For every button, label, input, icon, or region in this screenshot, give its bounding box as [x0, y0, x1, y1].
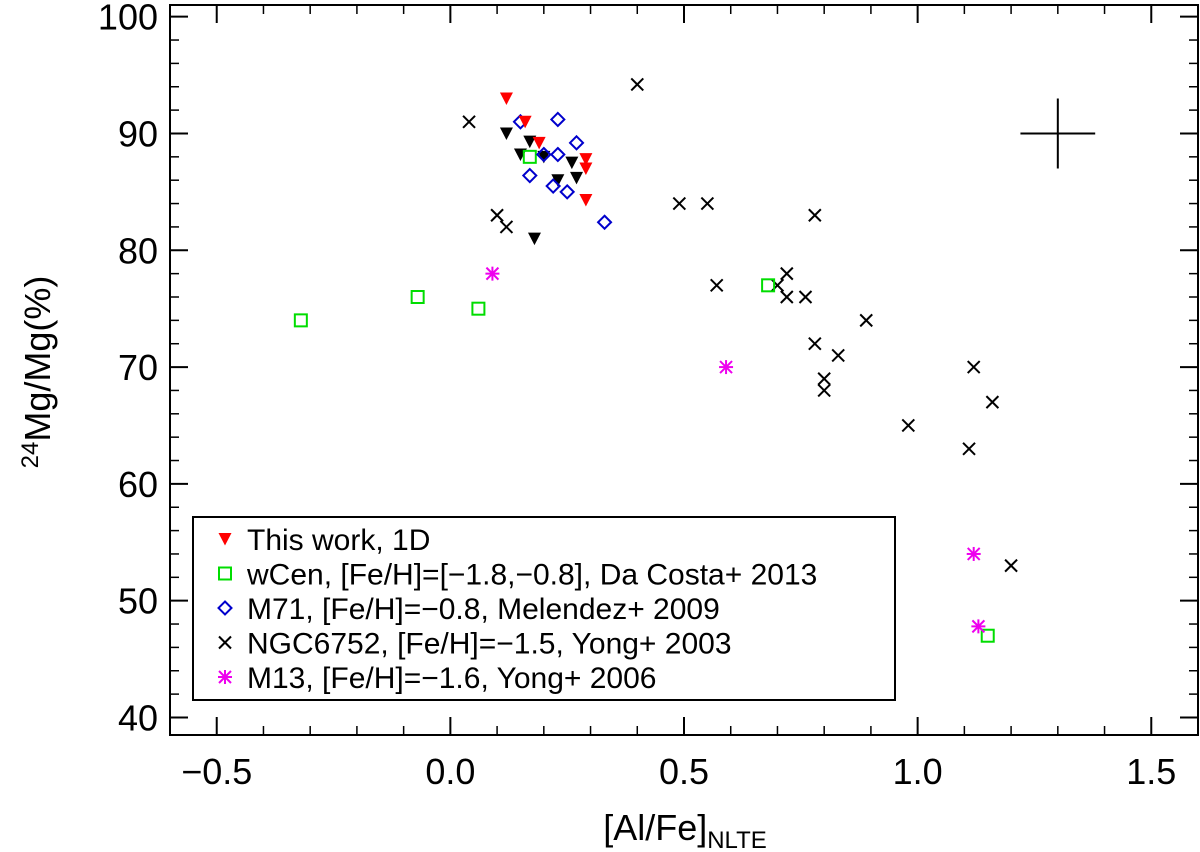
y-tick-label: 40	[118, 697, 158, 738]
legend-label: NGC6752, [Fe/H]=−1.5, Yong+ 2003	[247, 628, 732, 661]
data-point	[700, 196, 715, 211]
tick-labels: −0.5 0.0 0.5 1.0 1.5 40 50 60 70 80 90 100	[98, 0, 1176, 792]
data-point	[579, 153, 593, 166]
y-tick-label: 70	[118, 347, 158, 388]
data-point	[523, 135, 537, 149]
legend-item: wCen, [Fe/H]=[−1.8,−0.8], Da Costa+ 2013	[218, 559, 817, 592]
legend-item: NGC6752, [Fe/H]=−1.5, Yong+ 2003	[218, 628, 732, 661]
data-point	[780, 290, 794, 304]
data-point	[761, 278, 776, 293]
y-axis-label-sup: 24	[17, 442, 44, 469]
data-point	[522, 149, 537, 164]
data-point	[527, 232, 541, 246]
data-point	[559, 183, 576, 200]
data-point	[549, 111, 566, 128]
legend-marker	[218, 670, 232, 684]
data-point	[549, 146, 566, 163]
legend-marker	[217, 600, 233, 616]
error-bar	[1020, 98, 1096, 169]
data-point	[565, 156, 579, 170]
y-tick-label: 60	[118, 464, 158, 505]
data-point	[551, 174, 565, 187]
x-tick-label: 0.0	[425, 751, 475, 792]
data-point	[518, 115, 532, 129]
data-point	[490, 208, 504, 222]
data-point	[570, 171, 584, 185]
x-axis-label-main: [Al/Fe]	[603, 807, 707, 848]
legend-item: M13, [Fe/H]=−1.6, Yong+ 2006	[218, 662, 656, 695]
legend-marker	[218, 533, 232, 546]
data-point	[967, 360, 981, 374]
legend-marker	[218, 635, 232, 650]
data-point	[410, 290, 425, 304]
x-axis-label: [Al/Fe]NLTE	[603, 807, 767, 852]
legend-marker	[218, 566, 232, 581]
data-point	[545, 178, 562, 194]
y-axis-label: 24Mg/Mg(%)	[17, 276, 58, 469]
data-point	[817, 372, 831, 386]
data-point	[521, 167, 538, 184]
x-tick-label: 0.5	[659, 751, 709, 792]
data-point	[962, 442, 976, 456]
data-point	[966, 546, 981, 561]
data-point	[579, 162, 593, 176]
legend-item: This work, 1D	[218, 524, 430, 557]
data-point	[1004, 558, 1018, 573]
data-point	[568, 134, 585, 151]
data-point	[596, 214, 613, 231]
data-point	[859, 313, 873, 328]
x-tick-label: 1.5	[1126, 751, 1176, 792]
axis-ticks	[169, 5, 1199, 735]
x-axis-label-sub: NLTE	[707, 827, 767, 852]
data-point	[499, 92, 513, 105]
legend-label: This work, 1D	[247, 524, 430, 557]
data-point	[831, 348, 845, 363]
x-tick-label: 1.0	[893, 751, 943, 792]
data-point	[630, 77, 644, 92]
legend-label: M71, [Fe/H]=−0.8, Melendez+ 2009	[247, 593, 720, 626]
legend-box	[192, 516, 896, 701]
legend-item: M71, [Fe/H]=−0.8, Melendez+ 2009	[217, 593, 720, 626]
data-point	[808, 208, 822, 222]
data-point	[980, 628, 995, 643]
data-point	[719, 360, 734, 375]
data-point	[293, 313, 308, 328]
data-point	[499, 127, 513, 140]
data-point	[499, 220, 514, 234]
data-point	[780, 266, 794, 281]
data-point	[710, 278, 724, 293]
data-point	[798, 290, 813, 304]
data-point	[471, 301, 486, 316]
data-point	[537, 150, 551, 164]
y-tick-label: 100	[98, 0, 158, 38]
data-point	[971, 619, 986, 634]
data-point	[808, 337, 822, 351]
data-point	[985, 395, 1000, 409]
data-point	[672, 196, 687, 211]
data-point	[579, 194, 593, 207]
legend-label: M13, [Fe/H]=−1.6, Yong+ 2006	[247, 662, 656, 695]
data-point	[485, 266, 500, 281]
data-point	[462, 115, 476, 129]
data-point	[535, 146, 552, 163]
y-tick-label: 80	[118, 230, 158, 271]
data-point	[817, 383, 831, 398]
y-axis-label-main: Mg/Mg(%)	[17, 276, 58, 442]
y-tick-label: 90	[118, 113, 158, 154]
y-tick-label: 50	[118, 581, 158, 622]
data-point	[532, 136, 546, 150]
x-tick-label: −0.5	[181, 751, 252, 792]
legend-label: wCen, [Fe/H]=[−1.8,−0.8], Da Costa+ 2013	[246, 559, 817, 592]
data-point	[901, 418, 915, 433]
data-points	[293, 77, 1018, 643]
